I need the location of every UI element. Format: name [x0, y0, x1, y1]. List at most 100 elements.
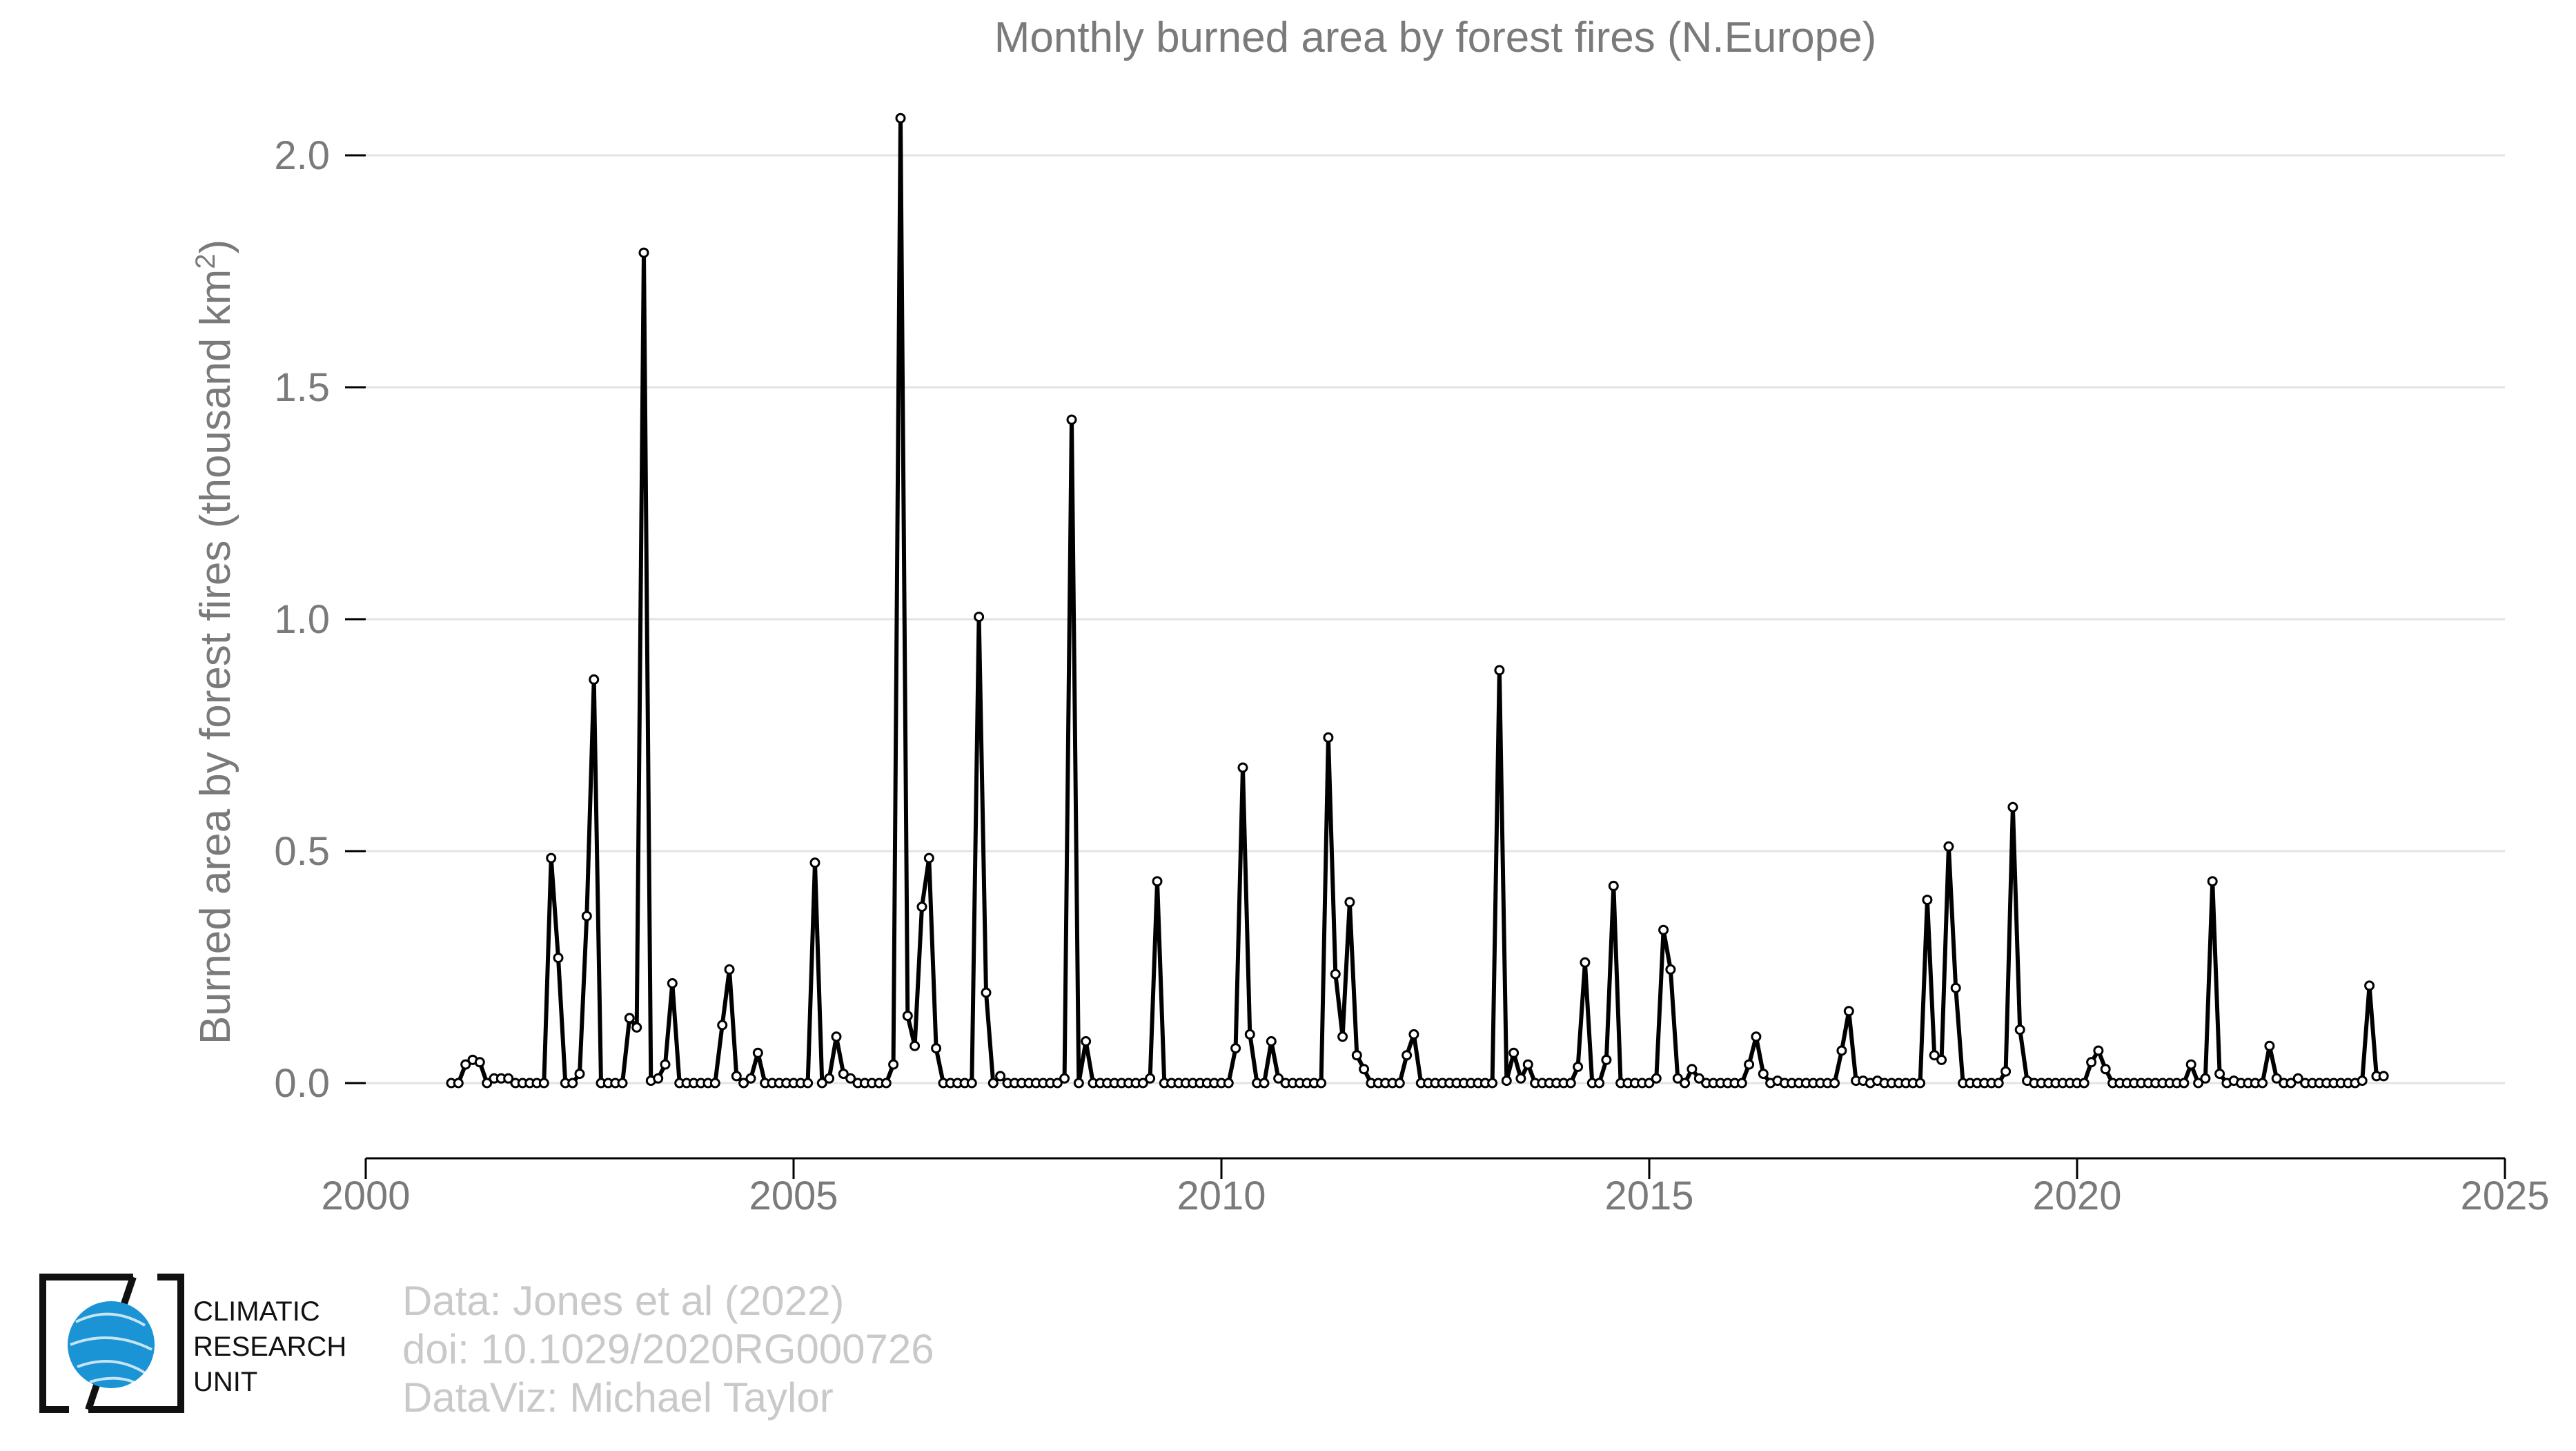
data-point	[553, 953, 564, 964]
data-point	[667, 978, 678, 989]
data-point	[1580, 957, 1591, 968]
data-point	[2014, 1024, 2025, 1035]
data-point	[1736, 1078, 1747, 1089]
data-point	[1066, 414, 1077, 425]
data-point	[816, 1078, 827, 1089]
data-point	[724, 964, 735, 975]
data-point	[966, 1078, 977, 1089]
data-point	[624, 1013, 635, 1024]
data-point	[803, 1078, 814, 1089]
data-point	[474, 1057, 485, 1068]
data-point	[2086, 1057, 2097, 1068]
data-point	[1936, 1054, 1947, 1065]
data-point	[1843, 1006, 1854, 1017]
data-point	[1359, 1064, 1370, 1075]
data-point	[574, 1069, 585, 1080]
data-point	[895, 113, 906, 124]
data-point	[1237, 762, 1248, 773]
logo-bracket-right	[88, 1274, 184, 1413]
data-point	[1950, 982, 1961, 993]
data-point	[2185, 1059, 2196, 1070]
logo-line-2: RESEARCH	[193, 1332, 346, 1362]
credit-data-source: Data: Jones et al (2022)	[402, 1278, 844, 1324]
data-point	[931, 1043, 942, 1054]
data-point	[1836, 1045, 1847, 1056]
data-point	[1672, 1073, 1683, 1084]
data-point	[1330, 968, 1341, 980]
data-point	[2007, 801, 2018, 812]
data-point	[482, 1078, 493, 1089]
data-point	[888, 1059, 899, 1070]
data-point	[1658, 924, 1669, 935]
data-point	[1273, 1073, 1284, 1084]
data-point	[1059, 1073, 1070, 1084]
data-point	[2357, 1075, 2368, 1087]
data-point	[981, 987, 992, 998]
y-tick-label: 1.5	[274, 365, 330, 410]
data-point	[1651, 1073, 1662, 1084]
data-point	[2257, 1078, 2268, 1089]
data-point	[1259, 1078, 1270, 1089]
data-point	[1687, 1064, 1698, 1075]
data-point	[2100, 1064, 2111, 1075]
y-tick-label: 1.0	[274, 597, 330, 642]
data-point	[453, 1078, 464, 1089]
x-tick-label: 2025	[2460, 1174, 2549, 1218]
data-point	[1515, 1073, 1526, 1084]
y-axis-label-suffix: )	[192, 240, 239, 254]
data-point	[2200, 1073, 2211, 1084]
data-point	[731, 1071, 742, 1082]
data-point	[2000, 1066, 2012, 1077]
data-point	[1993, 1078, 2004, 1089]
data-point	[1758, 1069, 1769, 1080]
data-point	[916, 902, 927, 913]
data-point	[987, 1078, 999, 1089]
data-point	[1266, 1036, 1277, 1046]
data-point	[1829, 1078, 1840, 1089]
y-tick-label: 0.0	[274, 1061, 330, 1106]
globe-swirl	[70, 1312, 153, 1385]
data-point	[2179, 1078, 2190, 1089]
data-point	[1073, 1078, 1084, 1089]
data-point	[995, 1071, 1006, 1082]
data-point	[1394, 1078, 1405, 1089]
data-point	[2285, 1078, 2297, 1089]
credit-dataviz: DataViz: Michael Taylor	[402, 1374, 834, 1421]
y-tick-label: 0.5	[274, 829, 330, 874]
logo-bracket-left	[39, 1274, 133, 1413]
data-point	[546, 853, 557, 864]
data-point	[1052, 1078, 1063, 1089]
gridlines	[366, 154, 2505, 1084]
data-point	[638, 247, 649, 258]
data-point	[709, 1078, 720, 1089]
data-point	[567, 1078, 578, 1089]
data-point	[1922, 895, 1933, 906]
x-tick-label: 2010	[1177, 1174, 1266, 1218]
data-point	[503, 1073, 514, 1084]
data-point	[1929, 1050, 1940, 1061]
data-point	[2378, 1071, 2389, 1082]
y-axis: 0.0 0.5 1.0 1.5 2.0	[274, 133, 366, 1106]
data-point	[1601, 1054, 1612, 1065]
data-point	[1751, 1031, 1762, 1042]
data-point	[1501, 1075, 1512, 1087]
data-point	[910, 1040, 921, 1051]
data-point	[1508, 1047, 1520, 1058]
data-point	[2271, 1073, 2282, 1084]
data-point	[2078, 1078, 2090, 1089]
x-tick-label: 2005	[749, 1174, 838, 1218]
data-point	[1152, 876, 1163, 887]
data-point	[745, 1073, 756, 1084]
data-point	[1337, 1031, 1348, 1042]
data-point	[1323, 732, 1334, 743]
data-point	[1522, 1059, 1533, 1070]
data-point	[1344, 897, 1355, 908]
y-axis-label-superscript: 2	[190, 253, 221, 269]
data-point	[2364, 980, 2375, 991]
data-point	[1145, 1073, 1156, 1084]
logo-line-1: CLIMATIC	[193, 1296, 320, 1327]
data-point	[2193, 1078, 2204, 1089]
x-tick-label: 2015	[1604, 1174, 1693, 1218]
data-point	[631, 1022, 642, 1033]
